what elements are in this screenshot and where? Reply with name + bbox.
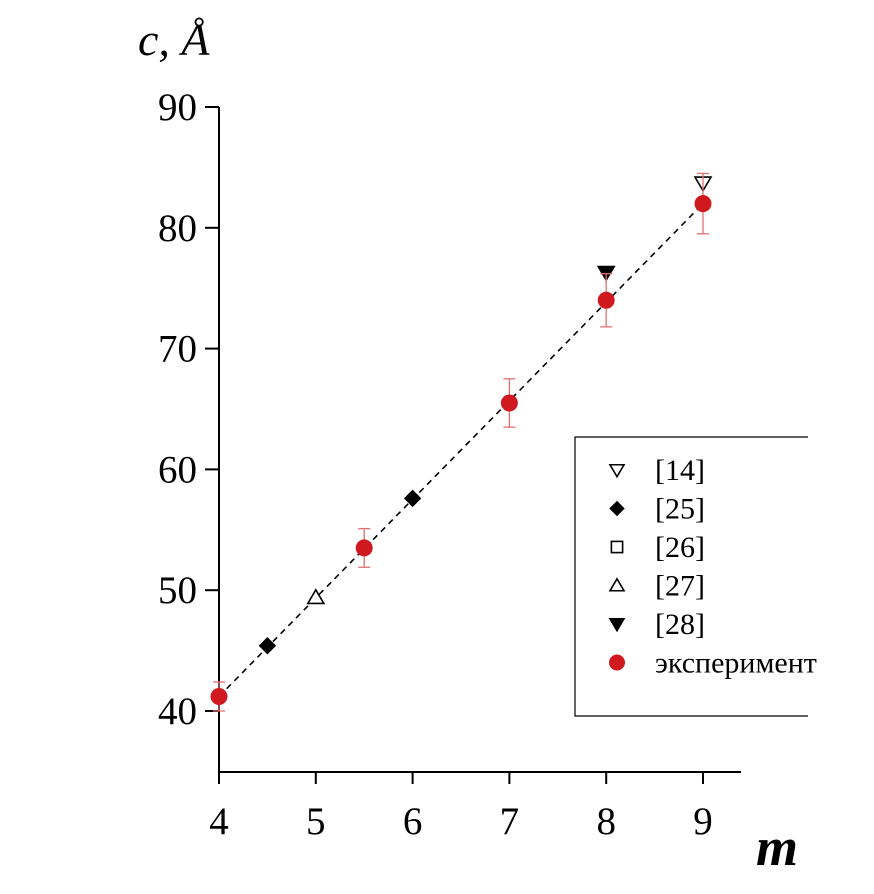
- legend-label: [28]: [655, 608, 705, 641]
- legend-box: [574, 436, 808, 717]
- data-point: [694, 195, 712, 213]
- x-axis-label: m: [756, 817, 798, 877]
- data-point: [355, 539, 373, 557]
- axes: 40 50 60 70 80 90 4 5 6 7 8 9: [158, 86, 741, 843]
- y-tick-label: 80: [158, 207, 197, 250]
- legend-label: [25]: [655, 493, 705, 526]
- legend-label: эксперимент: [655, 647, 817, 680]
- x-tick-label: 5: [306, 800, 326, 843]
- legend-marker: [609, 500, 625, 517]
- data-point: [210, 688, 228, 706]
- legend-marker: [610, 540, 624, 554]
- legend-marker: [608, 463, 626, 479]
- y-tick-label: 60: [158, 448, 197, 491]
- legend: [14] [25] [26] [27] [28] эксперимент: [574, 436, 817, 717]
- data-point: [258, 637, 277, 655]
- x-tick-label: 4: [209, 800, 229, 843]
- x-tick-label: 6: [403, 800, 423, 843]
- y-tick-label: 40: [158, 690, 197, 733]
- data-point: [306, 588, 326, 605]
- legend-label: [27]: [655, 570, 705, 603]
- data-point: [597, 291, 615, 309]
- legend-marker: [609, 654, 625, 671]
- legend-marker: [608, 617, 626, 633]
- y-tick-label: 90: [158, 86, 197, 129]
- x-tick-label: 7: [500, 800, 520, 843]
- data-point: [403, 489, 422, 508]
- y-axis-label: c, Å: [138, 14, 210, 65]
- legend-label: [14]: [655, 454, 705, 487]
- y-tick-label: 70: [158, 328, 197, 371]
- data-point: [500, 394, 518, 412]
- fit-line: [218, 203, 704, 698]
- fit-line-group: [218, 203, 704, 698]
- data-points: [210, 172, 713, 712]
- x-tick-label: 9: [693, 800, 713, 843]
- legend-marker: [608, 577, 626, 592]
- y-tick-label: 50: [158, 569, 197, 612]
- x-tick-label: 8: [596, 800, 616, 843]
- legend-label: [26]: [655, 531, 705, 564]
